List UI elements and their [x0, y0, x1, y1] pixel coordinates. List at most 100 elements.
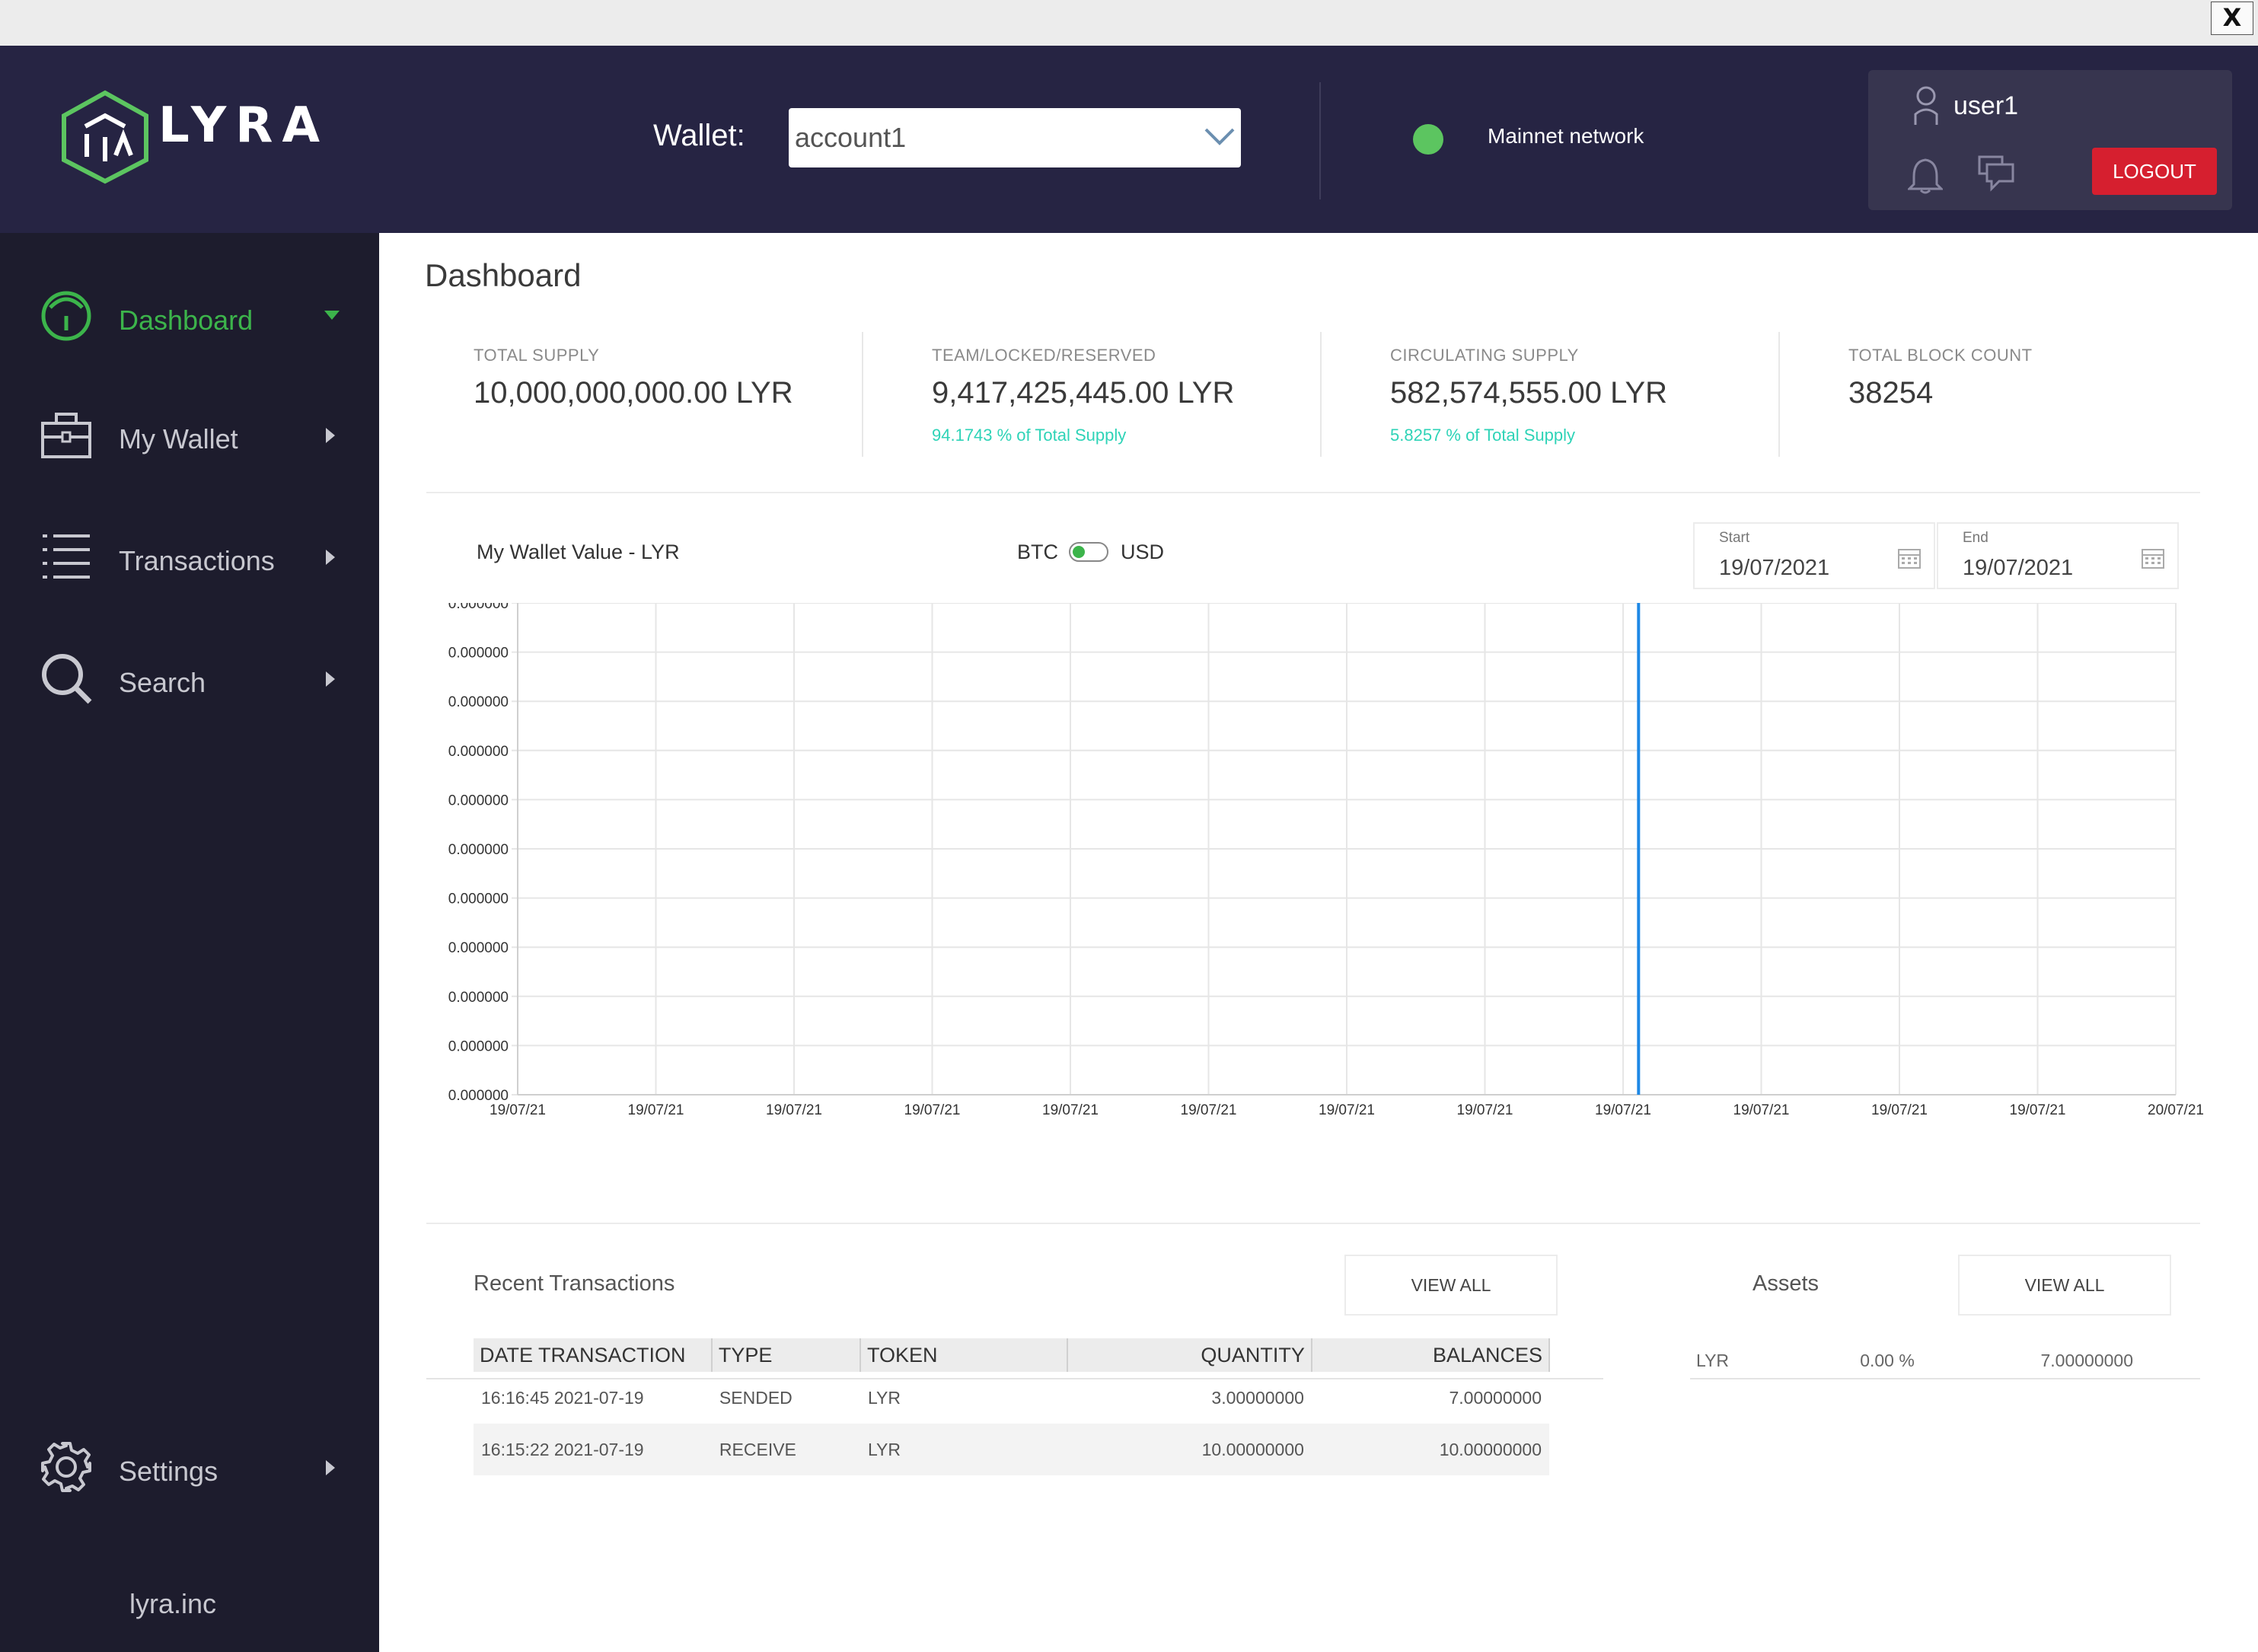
calendar-icon[interactable] [1897, 547, 1922, 569]
x-tick-label: 19/07/21 [628, 1102, 684, 1118]
stat-label: CIRCULATING SUPPLY [1390, 346, 1579, 365]
x-tick-label: 20/07/21 [2148, 1102, 2204, 1118]
wallet-value-chart: 19/07/21 19/07/21 19/07/21 19/07/21 19/07/21… [448, 603, 2204, 1118]
page-title: Dashboard [425, 257, 582, 293]
y-tick-label: 0.000000 [448, 603, 509, 612]
view-all-transactions-button[interactable]: VIEW ALL [1344, 1255, 1558, 1316]
dashboard-gauge-icon [41, 291, 91, 341]
x-tick-label: 19/07/21 [490, 1102, 546, 1118]
table-divider [426, 1378, 1603, 1379]
y-tick-label: 0.000000 [448, 646, 509, 662]
stat-divider [1320, 332, 1322, 457]
x-tick-label: 19/07/21 [766, 1102, 822, 1118]
stat-value: 9,417,425,445.00 LYR [932, 376, 1235, 410]
wallet-select[interactable]: account1 [789, 108, 1241, 167]
stat-value: 10,000,000,000.00 LYR [474, 376, 793, 410]
asset-token: LYR [1696, 1350, 1730, 1370]
y-tick-label: 0.000000 [448, 990, 509, 1006]
sidebar-item-my-wallet[interactable]: My Wallet [0, 393, 379, 484]
y-tick-label: 0.000000 [448, 1038, 509, 1054]
network-status-dot [1413, 124, 1443, 155]
transactions-table: DATE TRANSACTION TYPE TOKEN QUANTITY BAL… [474, 1338, 1551, 1475]
chat-icon[interactable] [1976, 154, 2016, 192]
tx-date: 16:15:22 2021-07-19 [474, 1424, 712, 1475]
asset-balance: 7.00000000 [2040, 1350, 2133, 1370]
table-row[interactable]: 16:16:45 2021-07-19 SENDED LYR 3.0000000… [474, 1372, 1549, 1424]
x-tick-label: 19/07/21 [904, 1102, 961, 1118]
bell-icon[interactable] [1908, 155, 1943, 195]
stat-value: 38254 [1848, 376, 1934, 410]
tx-token: LYR [860, 1424, 1067, 1475]
stat-value: 582,574,555.00 LYR [1390, 376, 1668, 410]
window-close-button[interactable]: X [2211, 2, 2253, 35]
x-tick-label: 19/07/21 [1733, 1102, 1790, 1118]
stat-label: TEAM/LOCKED/RESERVED [932, 346, 1156, 365]
app-header: LYRA Wallet: account1 Mainnet network us… [0, 46, 2258, 233]
search-icon [42, 654, 92, 704]
y-tick-label: 0.000000 [448, 694, 509, 710]
caret-right-icon [326, 671, 335, 687]
sidebar-footer: lyra.inc [129, 1588, 217, 1619]
column-header[interactable]: DATE TRANSACTION [474, 1338, 713, 1372]
tx-balance: 7.00000000 [1449, 1387, 1542, 1408]
y-tick-label: 0.000000 [448, 793, 509, 808]
section-divider [426, 1223, 2200, 1224]
stat-circulating-supply: CIRCULATING SUPPLY 582,574,555.00 LYR 5.… [1390, 346, 1816, 445]
user-icon [1914, 86, 1938, 125]
sidebar-item-settings[interactable]: Settings [0, 1425, 379, 1516]
end-date-input[interactable]: End 19/07/2021 [1937, 522, 2179, 589]
user-panel: user1 LOGOUT [1868, 70, 2232, 210]
currency-toggle[interactable] [1069, 542, 1108, 562]
list-icon [43, 534, 90, 579]
wallet-selected-value: account1 [795, 122, 907, 153]
x-tick-label: 19/07/21 [1042, 1102, 1099, 1118]
toggle-label-btc: BTC [1017, 541, 1058, 563]
sidebar-item-label: Settings [119, 1456, 218, 1487]
sidebar-item-search[interactable]: Search [0, 636, 379, 728]
x-tick-label: 19/07/21 [2010, 1102, 2066, 1118]
calendar-icon[interactable] [2141, 547, 2165, 569]
lyra-logo: LYRA [59, 90, 320, 189]
column-header[interactable]: QUANTITY [1067, 1338, 1312, 1372]
table-header-row: DATE TRANSACTION TYPE TOKEN QUANTITY BAL… [474, 1338, 1551, 1372]
y-tick-label: 0.000000 [448, 744, 509, 760]
column-header[interactable]: TOKEN [860, 1338, 1068, 1372]
window-title-bar: X [0, 0, 2258, 46]
network-label: Mainnet network [1488, 124, 1644, 148]
chart-title: My Wallet Value - LYR [477, 541, 680, 563]
gear-icon [41, 1442, 91, 1492]
chevron-down-icon [1204, 128, 1235, 145]
tx-type: RECEIVE [711, 1424, 860, 1475]
column-header[interactable]: TYPE [711, 1338, 861, 1372]
x-tick-label: 19/07/21 [1595, 1102, 1651, 1118]
start-date-input[interactable]: Start 19/07/2021 [1693, 522, 1935, 589]
sidebar-item-transactions[interactable]: Transactions [0, 515, 379, 606]
table-row[interactable]: 16:15:22 2021-07-19 RECEIVE LYR 10.00000… [474, 1424, 1549, 1475]
table-row[interactable]: LYR 0.00 % 7.00000000 [1690, 1344, 2139, 1376]
stat-label: TOTAL SUPPLY [474, 346, 600, 365]
logout-button[interactable]: LOGOUT [2092, 148, 2217, 195]
toggle-knob [1073, 546, 1085, 558]
asset-percentage: 0.00 % [1860, 1350, 1915, 1370]
stat-divider [1778, 332, 1780, 457]
sidebar-item-label: Dashboard [119, 305, 254, 336]
sidebar-item-label: Search [119, 667, 206, 698]
tx-date: 16:16:45 2021-07-19 [481, 1387, 644, 1408]
stat-label: TOTAL BLOCK COUNT [1848, 346, 2033, 365]
main-content: Dashboard TOTAL SUPPLY 10,000,000,000.00… [379, 233, 2258, 1652]
x-tick-label: 19/07/21 [1871, 1102, 1928, 1118]
stat-total-supply: TOTAL SUPPLY 10,000,000,000.00 LYR [474, 346, 900, 410]
y-tick-label: 0.000000 [448, 1088, 509, 1104]
briefcase-icon [41, 413, 91, 458]
end-date-label: End [1963, 530, 1989, 546]
sidebar-item-dashboard[interactable]: Dashboard [0, 274, 379, 365]
stat-percentage: 94.1743 % of Total Supply [932, 426, 1127, 445]
stat-percentage: 5.8257 % of Total Supply [1390, 426, 1575, 445]
view-all-assets-button[interactable]: VIEW ALL [1958, 1255, 2171, 1316]
column-header[interactable]: BALANCES [1311, 1338, 1551, 1372]
sidebar-item-label: My Wallet [119, 423, 238, 454]
x-tick-label: 19/07/21 [1181, 1102, 1237, 1118]
wallet-label: Wallet: [653, 119, 745, 152]
caret-right-icon [326, 1460, 335, 1475]
end-date-value: 19/07/2021 [1963, 556, 2074, 580]
